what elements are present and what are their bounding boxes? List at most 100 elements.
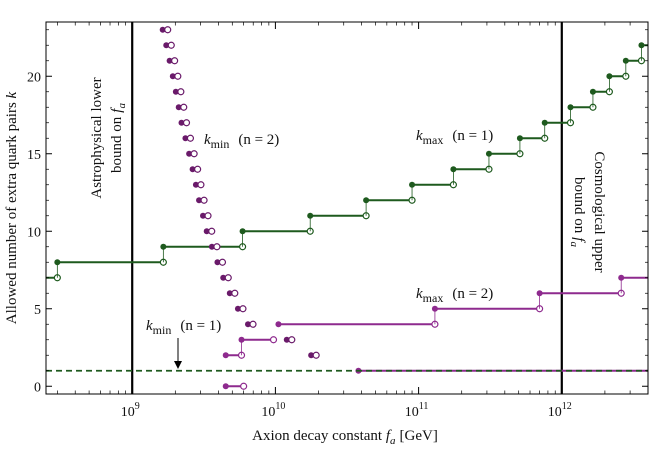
x-tick-base-3: 10 [548,405,562,420]
series-2-filled-point-13 [203,228,210,235]
series-2-filled-point-18 [234,305,241,312]
series-2-open-point-21 [312,351,320,359]
series-2-filled-point-3 [169,73,176,80]
x-tick-base-1: 10 [261,405,275,420]
series-2-filled-point-1 [163,42,170,49]
series-2-filled-point-11 [196,197,203,204]
series-2-open-point-13 [208,227,216,235]
annotation-cosmo-line2: bound on [571,177,587,234]
series-2-open-point-9 [194,165,202,173]
series-1-open-point-3 [269,336,278,344]
series-1-open-point-0 [240,382,248,390]
series-2-open-point-14 [213,243,221,251]
series-2-filled-point-20 [283,336,290,343]
annotation-astro-line1: Astrophysical lower [89,77,105,198]
x-axis-label-unit: [GeV] [400,428,438,444]
series-2-filled-point-8 [186,150,193,157]
series-2-open-point-1 [167,41,175,49]
x-tick-exp-1: 10 [275,401,285,412]
series-2-filled-point-9 [189,166,196,173]
x-tick-base-2: 10 [405,405,419,420]
annotation-cosmo-fa-sub: a [568,241,580,247]
series-2-open-point-17 [231,289,239,297]
series-2-open-point-18 [239,305,247,313]
y-tick-label-4: 20 [27,70,41,85]
series-2-open-point-12 [204,212,212,220]
series-2-open-point-0 [164,26,172,34]
annotation-kmin-n2: kmin (n = 2) [204,132,279,151]
chart-marks [46,22,648,394]
x-axis-label-f: f [386,428,392,444]
annotation-kmin-n1-k: k [146,318,153,334]
y-tick-label-2: 10 [27,225,41,240]
x-axis-label-text: Axion decay constant [252,428,383,444]
series-2-filled-point-0 [159,26,166,33]
annotation-kmax-n1-sub: max [423,133,444,147]
annotation-astro-line2: bound on [109,116,125,173]
annotation-kmin-n1: kmin (n = 1) [146,318,221,337]
series-2-filled-point-15 [214,259,221,266]
annotation-kmax-n2: kmax (n = 2) [416,286,493,305]
annotation-kmin-n2-n: (n = 2) [238,132,279,148]
annotation-astro-fa: f [109,107,125,113]
x-tick-base-0: 10 [121,405,135,420]
y-axis-label: Allowed number of extra quark pairs k [4,91,20,324]
kmin-n1-arrow-head [174,361,182,369]
series-2-filled-point-10 [192,181,199,188]
series-2-filled-point-4 [172,88,179,95]
annotation-kmax-n1-k: k [416,128,423,144]
annotation-kmax-n2-n: (n = 2) [452,286,493,302]
series-2-open-point-11 [200,196,208,204]
series-1-filled-point-0 [222,383,229,390]
annotation-kmax-n2-sub: max [423,291,444,305]
y-tick-label-0: 0 [34,380,41,395]
annotation-kmax-n1: kmax (n = 1) [416,128,493,147]
x-axis-label: Axion decay constant fa [GeV] [252,428,438,446]
series-2-filled-point-14 [208,243,215,250]
x-tick-exp-2: 11 [419,401,429,412]
series-2-open-point-6 [182,119,191,127]
series-2-open-point-10 [197,181,205,189]
series-2-open-point-4 [177,88,185,96]
series-2-open-point-2 [171,57,179,65]
annotation-kmax-n2-k: k [416,286,423,302]
annotation-cosmo-line1: Cosmological upper [591,151,607,272]
series-2-filled-point-7 [182,135,189,142]
series-2-open-point-8 [190,150,198,158]
series-2-open-point-16 [224,274,232,282]
series-2-open-point-5 [180,103,188,111]
annotation-astro-fa-sub: a [116,103,128,109]
annotation-kmin-n2-sub: min [211,137,230,151]
series-2-filled-point-2 [166,57,173,64]
y-tick-label-3: 15 [27,148,41,163]
series-2-open-point-3 [174,72,182,80]
x-tick-exp-0: 9 [135,401,140,412]
series-2-open-point-7 [186,134,195,142]
series-2-filled-point-16 [220,274,227,281]
x-tick-label-1: 1010 [261,401,285,420]
series-1-filled-point-4 [275,321,282,328]
series-2-open-point-20 [288,336,296,344]
x-tick-label-0: 109 [121,401,140,420]
x-tick-exp-3: 12 [562,401,572,412]
plot-frame [45,21,649,395]
series-2-filled-point-6 [178,119,185,126]
series-2-filled-point-19 [244,321,251,328]
annotation-kmin-n2-k: k [204,132,211,148]
y-axis-label-text: Allowed number of extra quark pairs [4,102,20,324]
x-axis-label-sub: a [390,435,396,446]
annotation-cosmo-fa: f [571,237,587,243]
y-tick-label-1: 5 [34,303,41,318]
annotation-kmax-n1-n: (n = 1) [452,128,493,144]
x-tick-label-3: 1012 [548,401,572,420]
x-tick-label-2: 1011 [405,401,429,420]
series-2-open-point-19 [249,320,257,328]
annotation-astro-bound: Astrophysical lower bound on fa [89,77,128,198]
series-2-filled-point-21 [308,352,315,359]
series-2-filled-point-17 [226,290,233,297]
annotation-kmin-n1-sub: min [153,323,172,337]
annotation-kmin-n1-n: (n = 1) [180,318,221,334]
